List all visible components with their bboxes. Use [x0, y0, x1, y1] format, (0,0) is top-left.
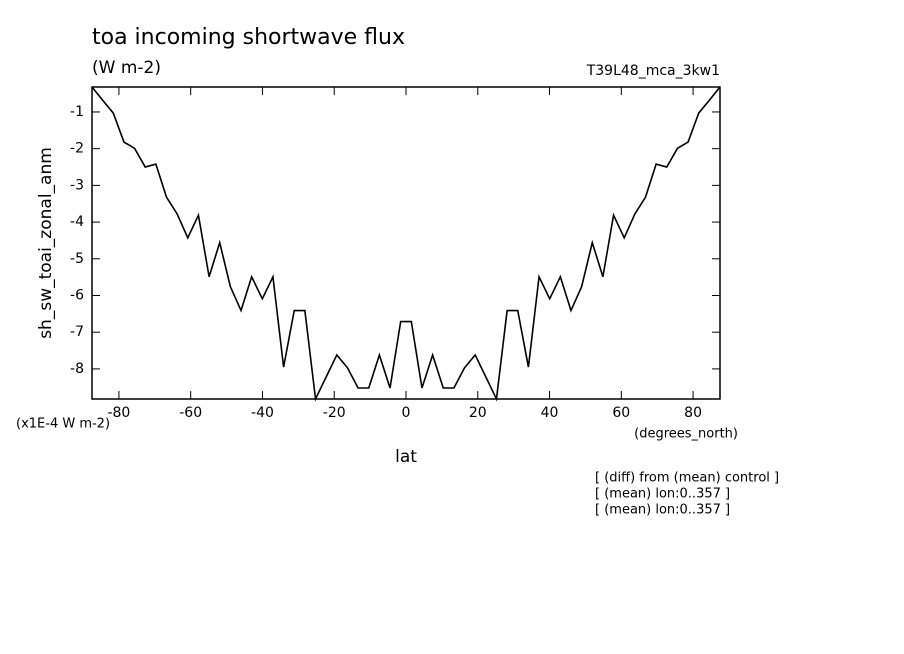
y-tick-label: -2: [70, 141, 84, 157]
y-tick-label: -7: [70, 324, 84, 340]
annotation: [ (diff) from (mean) control ]: [595, 471, 779, 486]
data-line: [91, 86, 721, 402]
y-tick-label: -6: [70, 287, 84, 303]
x-tick-label: 0: [402, 405, 411, 421]
x-tick-label: 80: [684, 405, 702, 421]
x-tick-label: -60: [179, 405, 202, 421]
annotation: [ (mean) lon:0..357 ]: [595, 487, 730, 502]
y-axis-label: sh_sw_toai_zonal_anm: [36, 147, 56, 339]
x-tick-label: -80: [107, 405, 130, 421]
plot-frame: [91, 86, 721, 400]
x-tick-label: -20: [323, 405, 346, 421]
x-axis-label: lat: [395, 447, 417, 467]
x-units: (degrees_north): [634, 427, 738, 442]
y-tick-label: -1: [70, 104, 84, 120]
y-tick-label: -8: [70, 361, 84, 377]
run-label: T39L48_mca_3kw1: [586, 63, 720, 79]
x-tick-label: 20: [469, 405, 487, 421]
x-tick-label: -40: [251, 405, 274, 421]
y-tick-label: -3: [70, 177, 84, 193]
x-tick-label: 40: [541, 405, 559, 421]
x-tick-label: 60: [612, 405, 630, 421]
chart-title: toa incoming shortwave flux: [92, 25, 405, 50]
y-units: (x1E-4 W m-2): [16, 417, 110, 432]
chart-subtitle: (W m-2): [92, 58, 161, 78]
y-tick-label: -4: [70, 214, 84, 230]
annotation: [ (mean) lon:0..357 ]: [595, 503, 730, 518]
y-tick-label: -5: [70, 251, 84, 267]
